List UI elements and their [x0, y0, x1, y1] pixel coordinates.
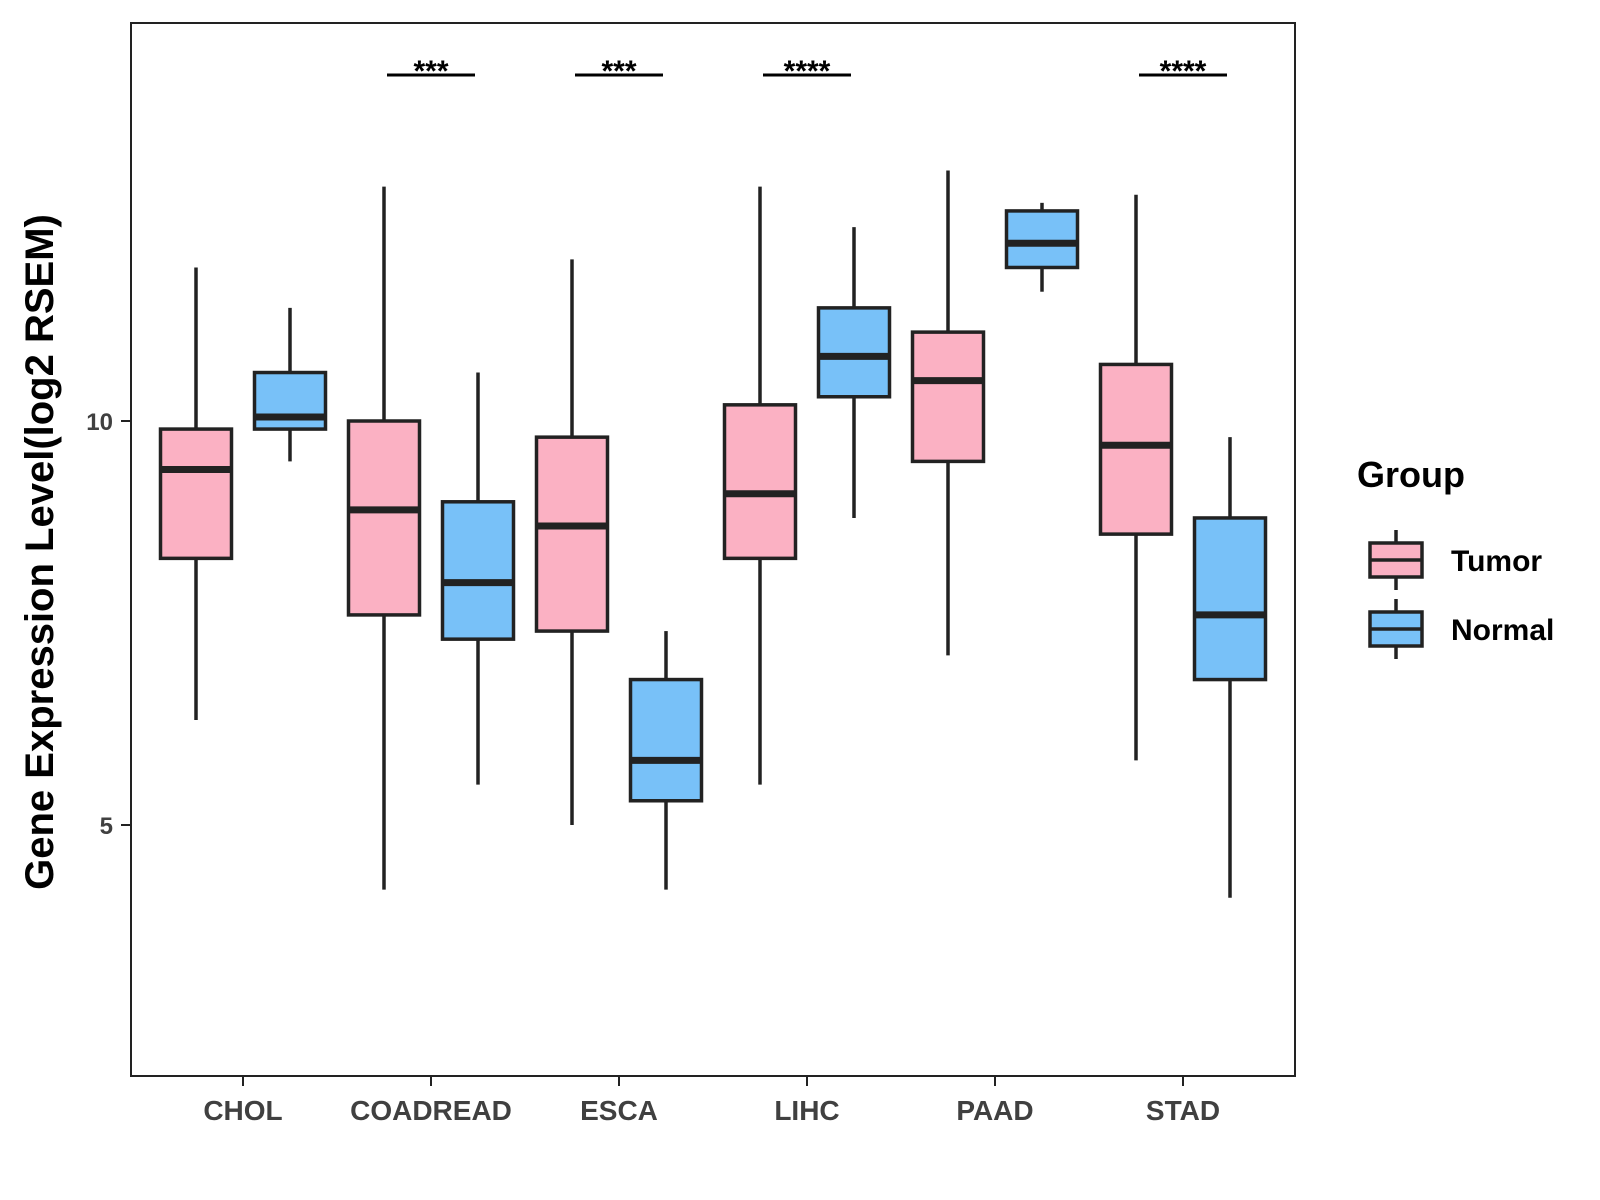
box-body	[1004, 209, 1080, 270]
x-tick-label-stad: STAD	[1146, 1095, 1220, 1126]
y-tick-label: 5	[100, 813, 113, 840]
x-tick-label-chol: CHOL	[203, 1095, 282, 1126]
box-chol-tumor	[158, 267, 234, 720]
significance-label: ****	[784, 55, 831, 88]
significance-esca: ***	[575, 55, 663, 88]
box-coadread-tumor	[346, 186, 422, 890]
box-stad-normal	[1192, 437, 1268, 898]
y-tick-label: 10	[86, 409, 113, 436]
legend-item-tumor: Tumor	[1368, 530, 1542, 590]
x-tick-label-lihc: LIHC	[774, 1095, 839, 1126]
legend-key-normal	[1368, 599, 1424, 659]
axes: 5 10 CHOL COADREAD ESCA LIHC PAAD STAD	[86, 22, 1296, 1126]
legend-key-tumor	[1368, 530, 1424, 590]
plot-panel-border	[130, 22, 1296, 1077]
box-esca-normal	[628, 631, 704, 890]
box-esca-tumor	[534, 259, 610, 825]
box-stad-tumor	[1098, 194, 1174, 761]
x-tick-label-coadread: COADREAD	[350, 1095, 512, 1126]
box-paad-tumor	[910, 170, 986, 656]
box-body	[816, 306, 892, 399]
box-body	[346, 419, 422, 617]
box-body	[440, 500, 516, 641]
box-body	[534, 435, 610, 633]
significance-coadread: ***	[387, 55, 475, 88]
plot-area: *** *** **** ****	[158, 55, 1268, 898]
box-body	[628, 677, 704, 803]
box-coadread-normal	[440, 372, 516, 785]
legend-item-normal: Normal	[1368, 599, 1554, 659]
significance-label: ****	[1160, 55, 1207, 88]
legend: Group Tumor Normal	[1357, 454, 1554, 659]
box-paad-normal	[1004, 202, 1080, 292]
box-body	[1192, 516, 1268, 682]
legend-label-tumor: Tumor	[1451, 545, 1542, 578]
x-tick-label-esca: ESCA	[580, 1095, 658, 1126]
box-lihc-normal	[816, 227, 892, 518]
x-tick-label-paad: PAAD	[956, 1095, 1033, 1126]
significance-label: ***	[413, 55, 448, 88]
legend-title: Group	[1357, 454, 1465, 495]
box-body	[1098, 362, 1174, 536]
significance-stad: ****	[1139, 55, 1227, 88]
box-body	[158, 427, 234, 561]
box-lihc-tumor	[722, 186, 798, 785]
significance-label: ***	[601, 55, 636, 88]
y-axis-title: Gene Expression Level(log2 RSEM)	[18, 214, 62, 890]
box-body	[722, 403, 798, 561]
box-chol-normal	[252, 307, 328, 462]
legend-label-normal: Normal	[1451, 614, 1554, 647]
box-body	[252, 370, 328, 431]
significance-lihc: ****	[763, 55, 851, 88]
box-body	[910, 330, 986, 464]
